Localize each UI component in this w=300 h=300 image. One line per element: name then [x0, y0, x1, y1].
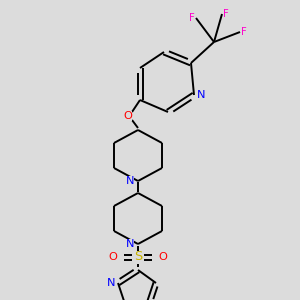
Text: F: F [241, 27, 247, 37]
Text: O: O [109, 252, 117, 262]
Text: F: F [189, 13, 195, 23]
Text: N: N [126, 176, 134, 186]
Text: N: N [107, 278, 115, 288]
Text: N: N [197, 90, 205, 100]
Text: F: F [223, 9, 229, 19]
Text: N: N [126, 239, 134, 249]
Text: O: O [159, 252, 167, 262]
Text: O: O [124, 111, 132, 121]
Text: S: S [134, 250, 142, 263]
